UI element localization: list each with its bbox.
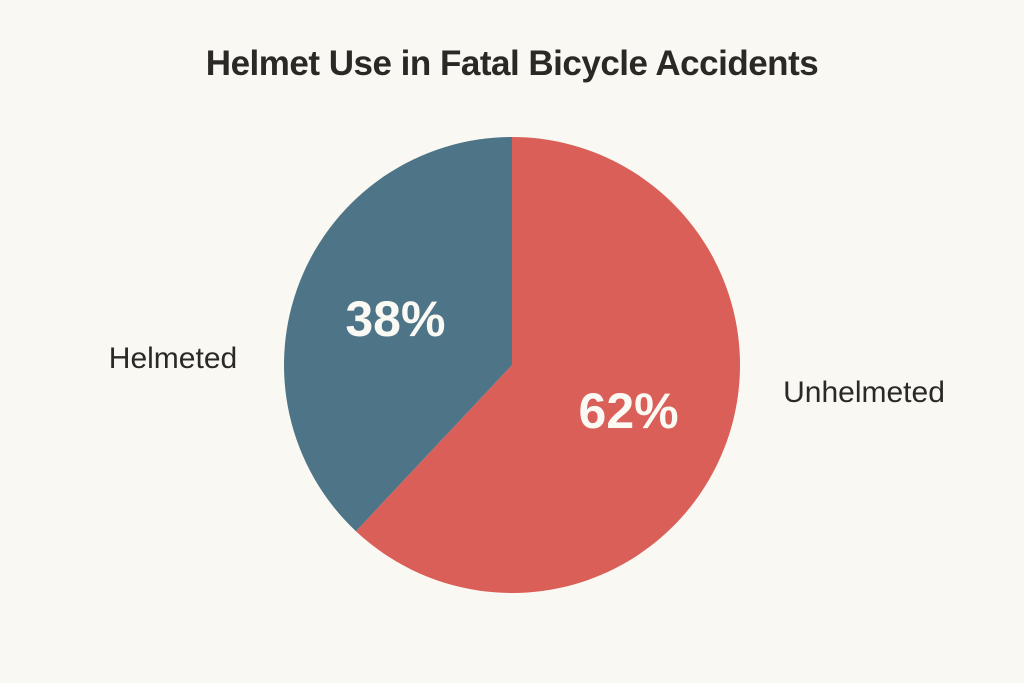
pie-slice-unhelmeted — [355, 137, 741, 593]
pie-slice-helmeted — [284, 137, 512, 532]
chart-title: Helmet Use in Fatal Bicycle Accidents — [205, 44, 819, 83]
category-label-unhelmeted: Unhelmeted — [783, 376, 945, 409]
category-label-helmeted: Helmeted — [108, 342, 238, 375]
pie-value-label-helmeted: 38% — [345, 291, 445, 347]
pie-value-label-unhelmeted: 62% — [579, 383, 679, 439]
